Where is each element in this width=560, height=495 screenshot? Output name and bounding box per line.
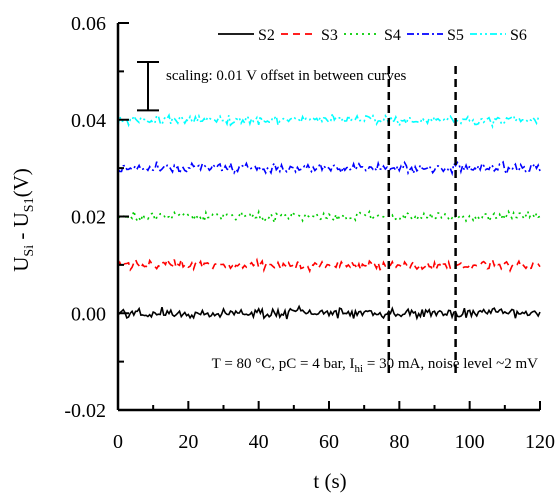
x-axis-title: t (s) bbox=[313, 469, 346, 493]
legend-label-s5: S5 bbox=[447, 27, 464, 44]
series-trace-s6 bbox=[117, 110, 541, 130]
series-trace-s3 bbox=[117, 256, 541, 274]
scale-bar-label: scaling: 0.01 V offset in between curves bbox=[166, 68, 407, 84]
series-trace-s4 bbox=[117, 208, 541, 226]
x-tick-label: 20 bbox=[178, 431, 198, 453]
y-axis-title-unit: (V) bbox=[9, 168, 33, 197]
y-tick-label: 0.04 bbox=[71, 110, 106, 132]
x-tick-label: 40 bbox=[249, 431, 269, 453]
series-layer bbox=[117, 110, 541, 321]
y-tick-label: -0.02 bbox=[64, 400, 106, 422]
x-tick-label: 0 bbox=[113, 431, 123, 453]
x-tick-label: 80 bbox=[389, 431, 409, 453]
annotation-pre: T = 80 °C, pC = 4 bar, I bbox=[212, 356, 355, 372]
legend: S2 S3 S4 S5 S6 bbox=[218, 27, 527, 44]
y-axis-title-sub1: Si bbox=[22, 245, 37, 257]
y-tick-label: 0.06 bbox=[71, 13, 106, 35]
legend-label-s4: S4 bbox=[384, 27, 401, 44]
y-axis-title-main: U bbox=[9, 257, 33, 272]
y-axis-title-sub2: S1 bbox=[22, 197, 37, 212]
x-tick-label: 120 bbox=[525, 431, 555, 453]
x-tick-label: 100 bbox=[455, 431, 485, 453]
legend-label-s6: S6 bbox=[510, 27, 527, 44]
series-trace-s2 bbox=[117, 304, 541, 321]
y-axis-title-mid: - U bbox=[9, 212, 33, 245]
y-tick-label: 0.00 bbox=[71, 303, 106, 325]
conditions-annotation: T = 80 °C, pC = 4 bar, Ihi = 30 mA, nois… bbox=[212, 356, 538, 375]
tick-layer: 0 20 40 60 80 100 120 -0.02 0.00 0.02 0.04 0.06 bbox=[64, 13, 555, 453]
annotation-sub: hi bbox=[355, 363, 364, 375]
marker-layer bbox=[387, 66, 457, 378]
annotation-post: = 30 mA, noise level ~2 mV bbox=[363, 356, 538, 372]
legend-label-s3: S3 bbox=[321, 27, 338, 44]
y-tick-label: 0.02 bbox=[71, 207, 106, 229]
x-tick-label: 60 bbox=[319, 431, 339, 453]
scale-bar: scaling: 0.01 V offset in between curves bbox=[137, 61, 407, 112]
legend-label-s2: S2 bbox=[258, 27, 275, 44]
y-axis-title: USi - US1(V) bbox=[9, 168, 37, 271]
series-trace-s5 bbox=[117, 160, 541, 177]
